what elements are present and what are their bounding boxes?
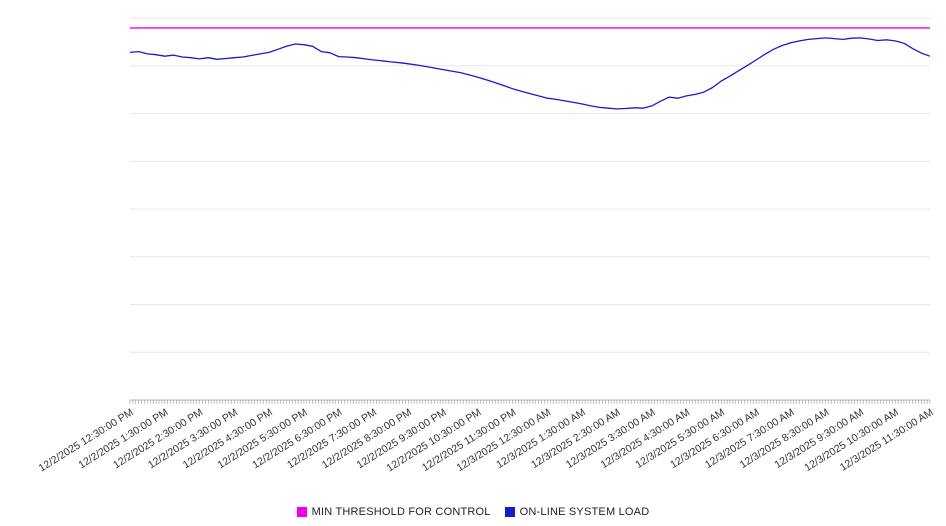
- legend-item-online-system-load[interactable]: ON-LINE SYSTEM LOAD: [504, 506, 650, 518]
- legend-item-min-threshold[interactable]: MIN THRESHOLD FOR CONTROL: [296, 506, 491, 518]
- chart-legend: MIN THRESHOLD FOR CONTROL ON-LINE SYSTEM…: [0, 506, 946, 518]
- legend-label-online-system-load: ON-LINE SYSTEM LOAD: [519, 506, 650, 518]
- legend-swatch-min-threshold: [296, 507, 307, 517]
- legend-label-min-threshold: MIN THRESHOLD FOR CONTROL: [311, 506, 491, 518]
- legend-swatch-online-system-load: [504, 507, 515, 517]
